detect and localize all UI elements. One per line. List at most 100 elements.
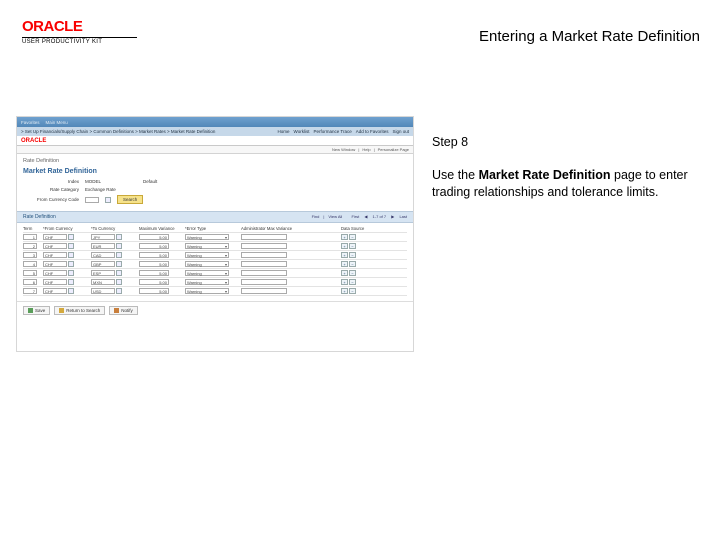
to-input[interactable]: ESP — [91, 270, 115, 276]
link-fav[interactable]: Add to Favorites — [356, 129, 389, 134]
lookup-icon[interactable] — [116, 252, 122, 258]
add-row-button[interactable]: + — [341, 279, 348, 285]
link-home[interactable]: Home — [278, 129, 290, 134]
lookup-icon[interactable] — [68, 261, 74, 267]
add-row-button[interactable]: + — [341, 243, 348, 249]
errtype-select[interactable]: Warning▾ — [185, 288, 229, 294]
remove-row-button[interactable]: − — [349, 288, 356, 294]
from-input[interactable]: CHF — [43, 270, 67, 276]
lookup-icon[interactable] — [116, 261, 122, 267]
link-new-window[interactable]: New Window — [332, 147, 355, 152]
from-currency-input[interactable] — [85, 197, 99, 203]
add-row-button[interactable]: + — [341, 288, 348, 294]
errtype-select[interactable]: Warning▾ — [185, 279, 229, 285]
breadcrumb-path[interactable]: > Set Up Financials/Supply Chain — [21, 129, 88, 134]
remove-row-button[interactable]: − — [349, 270, 356, 276]
table-row: 4 CHF GBP 5.00 Warning▾ +− — [23, 260, 407, 269]
adminmax-input[interactable] — [241, 279, 287, 285]
to-input[interactable]: CAD — [91, 252, 115, 258]
remove-row-button[interactable]: − — [349, 252, 356, 258]
breadcrumb-path4[interactable]: > Market Rate Definition — [167, 129, 215, 134]
errtype-select[interactable]: Warning▾ — [185, 270, 229, 276]
errtype-select[interactable]: Warning▾ — [185, 234, 229, 240]
table-last[interactable]: Last — [399, 214, 407, 220]
lookup-icon[interactable] — [116, 243, 122, 249]
maxvar-input[interactable]: 5.00 — [139, 279, 169, 285]
from-input[interactable]: CHF — [43, 243, 67, 249]
app-screenshot: Favorites Main Menu > Set Up Financials/… — [16, 116, 414, 352]
lookup-icon[interactable] — [68, 279, 74, 285]
table-find[interactable]: Find — [312, 214, 320, 220]
notify-button[interactable]: Notify — [109, 306, 138, 315]
term-input[interactable]: 7 — [23, 288, 37, 294]
term-input[interactable]: 4 — [23, 261, 37, 267]
remove-row-button[interactable]: − — [349, 261, 356, 267]
add-row-button[interactable]: + — [341, 270, 348, 276]
nav-favorites[interactable]: Favorites — [21, 120, 40, 125]
lookup-icon[interactable] — [116, 270, 122, 276]
breadcrumb-path3[interactable]: > Market Rates — [135, 129, 166, 134]
lookup-icon[interactable] — [105, 197, 111, 203]
term-input[interactable]: 1 — [23, 234, 37, 240]
to-input[interactable]: EUR — [91, 243, 115, 249]
remove-row-button[interactable]: − — [349, 279, 356, 285]
maxvar-input[interactable]: 5.00 — [139, 252, 169, 258]
lookup-icon[interactable] — [68, 234, 74, 240]
adminmax-input[interactable] — [241, 243, 287, 249]
from-input[interactable]: CHF — [43, 288, 67, 294]
page-footer: Save Return to Search Notify — [17, 301, 413, 319]
add-row-button[interactable]: + — [341, 261, 348, 267]
maxvar-input[interactable]: 5.00 — [139, 243, 169, 249]
search-button[interactable]: Search — [117, 195, 143, 204]
adminmax-input[interactable] — [241, 288, 287, 294]
remove-row-button[interactable]: − — [349, 234, 356, 240]
table-viewall[interactable]: View All — [328, 214, 342, 220]
term-input[interactable]: 2 — [23, 243, 37, 249]
from-input[interactable]: CHF — [43, 279, 67, 285]
add-row-button[interactable]: + — [341, 252, 348, 258]
term-input[interactable]: 6 — [23, 279, 37, 285]
to-input[interactable]: USD — [91, 288, 115, 294]
link-worklist[interactable]: Worklist — [294, 129, 310, 134]
errtype-select[interactable]: Warning▾ — [185, 261, 229, 267]
errtype-select[interactable]: Warning▾ — [185, 252, 229, 258]
errtype-select[interactable]: Warning▾ — [185, 243, 229, 249]
from-input[interactable]: CHF — [43, 252, 67, 258]
breadcrumb-path2[interactable]: > Common Definitions — [89, 129, 133, 134]
add-row-button[interactable]: + — [341, 234, 348, 240]
lookup-icon[interactable] — [68, 288, 74, 294]
remove-row-button[interactable]: − — [349, 243, 356, 249]
adminmax-input[interactable] — [241, 261, 287, 267]
return-button[interactable]: Return to Search — [54, 306, 105, 315]
lookup-icon[interactable] — [68, 252, 74, 258]
term-input[interactable]: 3 — [23, 252, 37, 258]
link-signout[interactable]: Sign out — [392, 129, 409, 134]
lookup-icon[interactable] — [116, 279, 122, 285]
cell-from: CHF — [43, 252, 91, 258]
adminmax-input[interactable] — [241, 234, 287, 240]
lookup-icon[interactable] — [68, 243, 74, 249]
maxvar-input[interactable]: 5.00 — [139, 234, 169, 240]
from-input[interactable]: CHF — [43, 234, 67, 240]
maxvar-input[interactable]: 5.00 — [139, 270, 169, 276]
lookup-icon[interactable] — [116, 234, 122, 240]
maxvar-input[interactable]: 5.00 — [139, 261, 169, 267]
from-input[interactable]: CHF — [43, 261, 67, 267]
app-logo-row: ORACLE — [17, 136, 413, 146]
adminmax-input[interactable] — [241, 252, 287, 258]
link-help[interactable]: Help — [362, 147, 370, 152]
lookup-icon[interactable] — [68, 270, 74, 276]
lookup-icon[interactable] — [116, 288, 122, 294]
term-input[interactable]: 5 — [23, 270, 37, 276]
to-input[interactable]: MXN — [91, 279, 115, 285]
link-personalize[interactable]: Personalize Page — [378, 147, 409, 152]
table-title: Rate Definition — [23, 214, 56, 220]
to-input[interactable]: GBP — [91, 261, 115, 267]
adminmax-input[interactable] — [241, 270, 287, 276]
table-first[interactable]: First — [351, 214, 359, 220]
maxvar-input[interactable]: 5.00 — [139, 288, 169, 294]
to-input[interactable]: JPY — [91, 234, 115, 240]
link-perf[interactable]: Performance Trace — [313, 129, 351, 134]
nav-main-menu[interactable]: Main Menu — [46, 120, 68, 125]
save-button[interactable]: Save — [23, 306, 50, 315]
